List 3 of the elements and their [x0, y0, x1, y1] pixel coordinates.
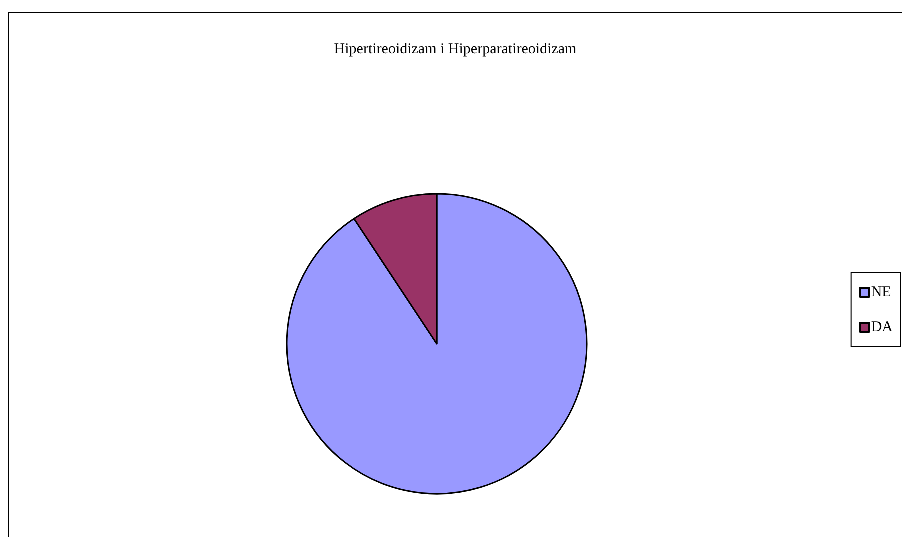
legend-label: NE: [871, 284, 892, 300]
legend-label: DA: [871, 320, 894, 336]
chart-title: Hipertireoidizam i Hiperparatireoidizam: [334, 42, 578, 58]
